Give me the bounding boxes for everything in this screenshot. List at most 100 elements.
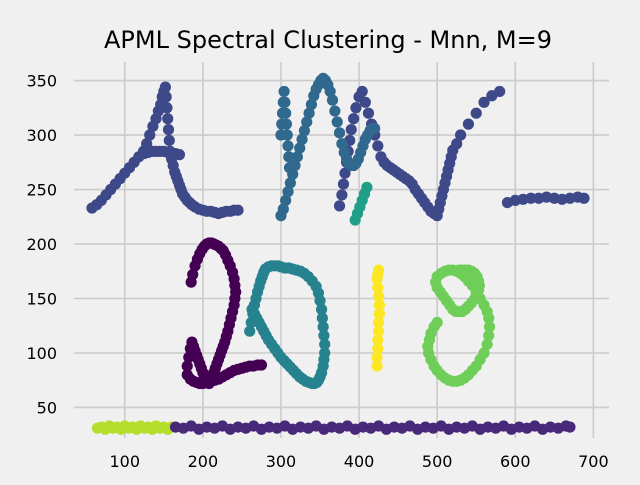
data-point xyxy=(369,122,381,135)
data-point xyxy=(348,113,360,125)
data-point xyxy=(372,325,385,337)
data-point xyxy=(356,85,368,98)
data-point xyxy=(483,329,495,342)
data-point xyxy=(314,295,326,307)
data-point xyxy=(246,303,258,315)
data-point xyxy=(578,192,590,204)
data-point xyxy=(371,351,383,363)
x-tick-label-300: 300 xyxy=(266,452,297,471)
data-point xyxy=(173,149,186,161)
data-point xyxy=(279,96,291,108)
x-tick-label-400: 400 xyxy=(344,452,375,471)
data-point xyxy=(281,129,293,141)
y-tick-label-150: 150 xyxy=(26,289,57,308)
data-point xyxy=(181,360,193,372)
x-tick-label-600: 600 xyxy=(500,452,531,471)
data-point xyxy=(316,312,328,324)
data-point xyxy=(317,321,329,333)
data-point xyxy=(283,151,295,163)
data-point xyxy=(453,264,465,276)
data-point xyxy=(159,81,171,93)
data-point xyxy=(232,204,244,216)
data-point xyxy=(315,303,328,315)
data-point xyxy=(162,123,175,136)
data-point xyxy=(478,96,490,108)
cluster-c4 xyxy=(244,260,331,390)
data-point xyxy=(183,351,195,363)
y-tick-label-50: 50 xyxy=(37,398,57,417)
data-point xyxy=(283,162,296,174)
data-point xyxy=(284,177,296,189)
cluster-c1 xyxy=(169,420,576,435)
data-point xyxy=(294,142,306,154)
data-point xyxy=(481,338,493,350)
data-point xyxy=(163,134,175,147)
data-point xyxy=(451,138,463,150)
x-tick-label-200: 200 xyxy=(188,452,219,471)
data-point xyxy=(336,189,348,201)
data-points xyxy=(86,72,590,435)
data-point xyxy=(372,334,384,346)
y-tick-label-100: 100 xyxy=(26,344,57,363)
data-point xyxy=(280,194,292,207)
data-point xyxy=(361,181,373,193)
data-point xyxy=(350,102,362,114)
cluster-c8 xyxy=(91,420,178,435)
data-point xyxy=(362,107,375,119)
data-point xyxy=(345,123,357,136)
data-point xyxy=(564,421,576,433)
data-point xyxy=(305,98,318,111)
data-point xyxy=(282,186,294,198)
data-point xyxy=(372,282,384,294)
x-tick-label-100: 100 xyxy=(109,452,140,471)
data-point xyxy=(359,96,371,108)
cluster-c5 xyxy=(349,181,373,226)
data-point xyxy=(324,85,336,98)
data-point xyxy=(470,107,482,119)
data-point xyxy=(372,316,385,329)
data-point xyxy=(373,299,385,311)
data-point xyxy=(278,85,290,98)
data-point xyxy=(494,85,506,98)
data-point xyxy=(296,133,308,145)
data-point xyxy=(282,140,294,152)
data-point xyxy=(318,329,330,342)
data-point xyxy=(333,200,346,212)
cluster-c0 xyxy=(181,237,268,390)
data-point xyxy=(478,347,490,359)
x-axis-ticks: 100 200 300 400 500 600 700 xyxy=(109,452,608,471)
data-point xyxy=(372,140,384,152)
data-point xyxy=(372,264,385,276)
x-tick-label-700: 700 xyxy=(578,452,609,471)
data-point xyxy=(333,127,346,139)
cluster-c3 xyxy=(275,72,381,222)
data-point xyxy=(303,107,315,119)
data-point xyxy=(336,138,348,150)
data-point xyxy=(326,94,339,106)
data-point xyxy=(255,359,268,371)
data-point xyxy=(525,192,537,204)
cluster-c9 xyxy=(371,264,385,372)
data-point xyxy=(329,105,341,117)
data-point xyxy=(455,129,467,141)
data-point xyxy=(483,321,496,333)
data-point xyxy=(373,308,385,320)
data-point xyxy=(462,118,475,130)
data-point xyxy=(187,268,199,281)
data-point xyxy=(160,91,172,103)
y-tick-label-250: 250 xyxy=(26,181,57,200)
y-tick-label-300: 300 xyxy=(26,126,57,145)
cluster-c7 xyxy=(422,264,496,387)
data-point xyxy=(162,113,174,125)
data-point xyxy=(280,107,292,119)
data-point xyxy=(319,338,331,350)
data-point xyxy=(277,203,289,215)
data-point xyxy=(372,343,384,355)
data-point xyxy=(371,360,383,372)
data-point xyxy=(298,125,311,137)
data-point xyxy=(291,151,303,163)
data-point xyxy=(331,116,343,128)
data-point xyxy=(161,102,173,114)
